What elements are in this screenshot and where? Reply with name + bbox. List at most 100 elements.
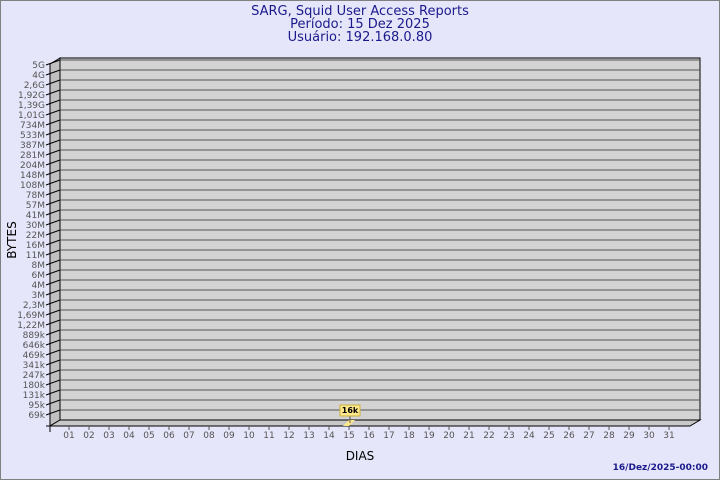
y-tick-label: 148M xyxy=(20,171,45,181)
y-tick xyxy=(45,99,61,106)
y-tick xyxy=(45,69,61,76)
y-tick xyxy=(45,209,61,216)
x-tick-label: 20 xyxy=(443,431,455,441)
bar-label-box xyxy=(339,404,361,417)
y-tick xyxy=(45,189,61,196)
x-tick-label: 21 xyxy=(463,431,474,441)
y-tick-label: 1,39G xyxy=(18,101,45,111)
y-tick xyxy=(45,409,61,416)
y-tick xyxy=(45,299,61,306)
y-tick-label: 889k xyxy=(23,331,46,341)
y-tick-label: 57M xyxy=(26,201,45,211)
x-tick-label: 25 xyxy=(543,431,554,441)
x-tick-label: 22 xyxy=(483,431,494,441)
chart-subtitle-period: Período: 15 Dez 2025 xyxy=(290,17,430,32)
x-tick-label: 02 xyxy=(83,431,94,441)
y-tick-label: 30M xyxy=(26,221,45,231)
y-tick xyxy=(45,329,61,336)
y-tick xyxy=(45,169,61,176)
y-tick-label: 2,6G xyxy=(24,81,45,91)
y-tick-label: 1,01G xyxy=(18,111,45,121)
y-tick-label: 247k xyxy=(23,371,46,381)
y-tick-label: 108M xyxy=(20,181,45,191)
y-tick xyxy=(45,229,61,236)
x-tick-label: 05 xyxy=(143,431,154,441)
y-tick-label: 4M xyxy=(32,281,46,291)
y-tick-label: 387M xyxy=(20,141,45,151)
y-tick xyxy=(45,59,61,66)
y-tick xyxy=(45,79,61,86)
y-tick xyxy=(45,219,61,226)
x-tick-label: 30 xyxy=(643,431,655,441)
x-tick-label: 11 xyxy=(263,431,274,441)
x-tick-label: 01 xyxy=(63,431,74,441)
x-tick-label: 06 xyxy=(163,431,175,441)
y-tick xyxy=(45,119,61,126)
y-tick-label: 646k xyxy=(23,341,46,351)
y-tick xyxy=(45,139,61,146)
y-tick xyxy=(45,349,61,356)
y-tick-label: 6M xyxy=(32,271,46,281)
y-tick xyxy=(45,199,61,206)
x-tick-label: 08 xyxy=(203,431,215,441)
x-tick-label: 18 xyxy=(403,431,415,441)
y-tick-label: 78M xyxy=(26,191,45,201)
x-tick-label: 31 xyxy=(663,431,674,441)
y-tick-label: 16M xyxy=(26,241,45,251)
y-tick xyxy=(45,149,61,156)
chart-title: SARG, Squid User Access Reports xyxy=(251,4,469,19)
y-tick-label: 1,92G xyxy=(18,91,45,101)
x-tick-label: 13 xyxy=(303,431,314,441)
generated-timestamp: 16/Dez/2025-00:00 xyxy=(613,463,708,473)
y-tick-label: 533M xyxy=(20,131,45,141)
y-tick xyxy=(45,319,61,326)
y-tick xyxy=(45,359,61,366)
x-tick-label: 07 xyxy=(183,431,194,441)
y-tick-label: 11M xyxy=(26,251,45,261)
y-tick xyxy=(45,339,61,346)
y-tick-label: 281M xyxy=(20,151,45,161)
x-tick-label: 03 xyxy=(103,431,114,441)
y-tick xyxy=(45,249,61,256)
x-tick-label: 29 xyxy=(623,431,635,441)
y-tick xyxy=(45,259,61,266)
x-tick-label: 17 xyxy=(383,431,394,441)
y-tick-label: 41M xyxy=(26,211,45,221)
y-tick-label: 22M xyxy=(26,231,45,241)
y-tick xyxy=(45,399,61,406)
x-tick-label: 04 xyxy=(123,431,135,441)
y-tick-label: 734M xyxy=(20,121,45,131)
plot-area: 5G4G2,6G1,92G1,39G1,01G734M533M387M281M2… xyxy=(17,57,702,441)
x-tick-label: 14 xyxy=(323,431,335,441)
x-tick-label: 19 xyxy=(423,431,435,441)
x-tick-label: 09 xyxy=(223,431,235,441)
y-tick-label: 3M xyxy=(32,291,46,301)
y-tick xyxy=(45,389,61,396)
x-tick-label: 16 xyxy=(363,431,375,441)
y-tick xyxy=(45,159,61,166)
bar-label: 16k xyxy=(342,406,359,415)
x-tick-label: 28 xyxy=(603,431,615,441)
y-tick-label: 4G xyxy=(32,71,45,81)
y-tick xyxy=(45,239,61,246)
x-axis-label: DIAS xyxy=(346,449,375,463)
y-tick xyxy=(45,289,61,296)
y-tick-label: 469k xyxy=(23,351,46,361)
x-tick-label: 15 xyxy=(343,431,354,441)
x-tick-label: 23 xyxy=(503,431,514,441)
y-tick-label: 5G xyxy=(32,61,45,71)
y-tick-label: 69k xyxy=(28,411,45,421)
y-tick xyxy=(45,369,61,376)
y-axis-label: BYTES xyxy=(5,221,19,258)
chart-subtitle-user: Usuário: 192.168.0.80 xyxy=(288,30,433,45)
x-tick-label: 10 xyxy=(243,431,255,441)
x-tick-label: 24 xyxy=(523,431,535,441)
y-tick xyxy=(45,179,61,186)
y-tick-label: 204M xyxy=(20,161,45,171)
x-tick-label: 26 xyxy=(563,431,575,441)
y-tick-label: 1,69M xyxy=(17,311,45,321)
plot-floor xyxy=(48,419,702,427)
y-tick-label: 95k xyxy=(28,401,45,411)
y-tick xyxy=(45,129,61,136)
